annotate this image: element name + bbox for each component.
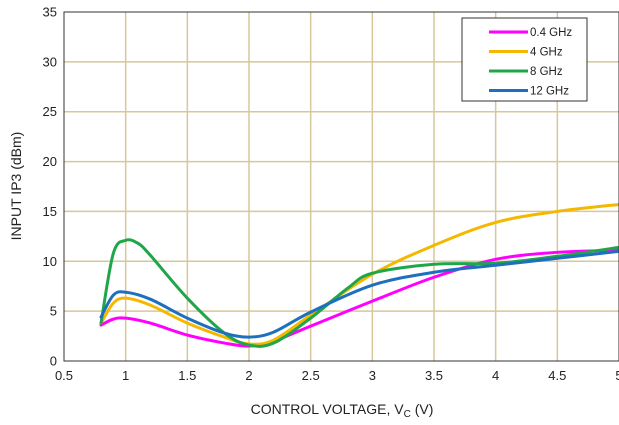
y-tick-label: 5 xyxy=(50,304,57,319)
x-tick-label: 1.5 xyxy=(178,368,196,383)
plot-frame xyxy=(63,11,619,362)
y-tick-label: 35 xyxy=(43,5,57,20)
legend-label-12-ghz: 12 GHz xyxy=(530,86,569,98)
x-axis-title-main: CONTROL VOLTAGE, V xyxy=(251,401,405,417)
x-tick-label: 3 xyxy=(369,368,376,383)
x-tick-label: 1 xyxy=(122,368,129,383)
x-tick-label: 0.5 xyxy=(55,368,73,383)
series-lines xyxy=(99,202,619,348)
series-line-0-4-ghz xyxy=(99,248,619,348)
x-tick-label: 4.5 xyxy=(548,368,566,383)
x-axis-title: CONTROL VOLTAGE, VC (V) xyxy=(251,401,434,420)
legend-label-4-ghz: 4 GHz xyxy=(530,47,563,59)
y-tick-label: 0 xyxy=(50,354,57,369)
y-tick-label: 10 xyxy=(43,254,57,269)
series-line-8-ghz xyxy=(99,238,619,348)
x-tick-label: 2.5 xyxy=(302,368,320,383)
y-tick-label: 30 xyxy=(43,54,57,69)
legend-label-8-ghz: 8 GHz xyxy=(530,66,563,78)
legend-label-0-4-ghz: 0.4 GHz xyxy=(530,27,572,39)
x-tick-label: 2 xyxy=(245,368,252,383)
series-line-12-ghz xyxy=(99,249,619,339)
series-line-4-ghz xyxy=(99,202,619,346)
x-tick-label: 4 xyxy=(492,368,499,383)
x-axis-title-unit: (V) xyxy=(411,401,434,417)
x-axis-title-subscript: C xyxy=(404,409,411,420)
y-axis-title: INPUT IP3 (dBm) xyxy=(8,132,24,241)
y-tick-label: 20 xyxy=(43,154,57,169)
y-tick-label: 15 xyxy=(43,204,57,219)
x-tick-label: 5 xyxy=(615,368,619,383)
legend: 0.4 GHz 4 GHz 8 GHz 12 GHz xyxy=(461,17,588,102)
x-tick-label: 3.5 xyxy=(425,368,443,383)
y-tick-label: 25 xyxy=(43,104,57,119)
tick-labels: 0.5 1 1.5 2 2.5 3 3.5 4 4.5 5 0 5 10 15 20 25 30 35 xyxy=(43,5,619,384)
